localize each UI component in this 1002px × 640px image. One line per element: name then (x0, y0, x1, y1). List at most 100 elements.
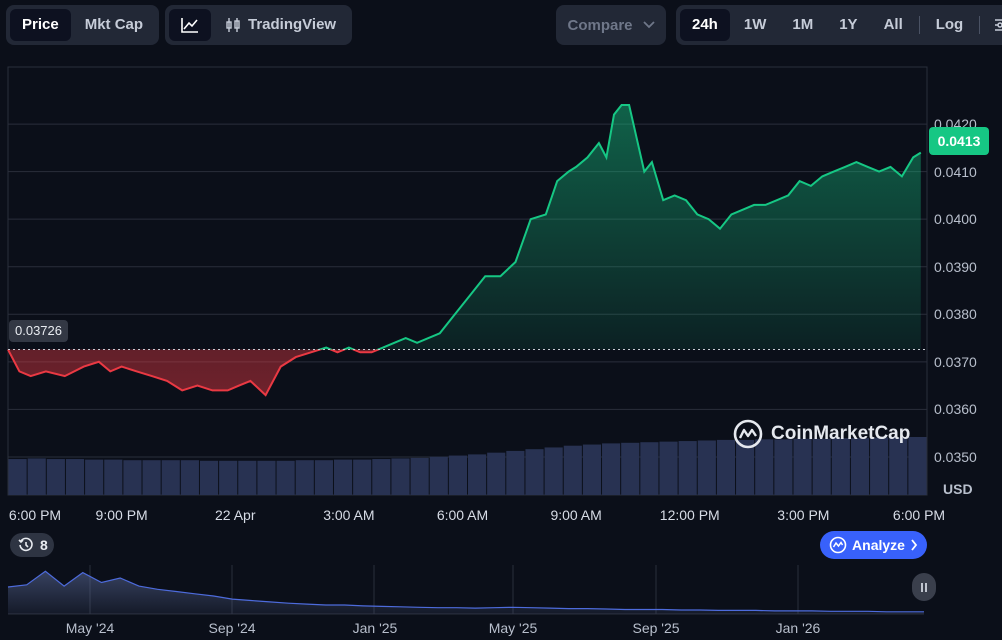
y-tick-label: 0.0350 (934, 448, 977, 465)
x-tick-label: 6:00 PM (892, 507, 946, 523)
volume-bars (8, 437, 927, 495)
volume-bar (563, 445, 582, 495)
compare-control: Compare (556, 5, 666, 45)
compare-label: Compare (567, 16, 633, 34)
log-scale-button[interactable]: Log (935, 16, 964, 33)
reference-price-tag: 0.03726 (9, 320, 68, 342)
navigator-tick-label: Jan '25 (352, 620, 398, 636)
navigator-tick-label: May '24 (65, 620, 115, 636)
plot-frame (7, 66, 928, 496)
navigator-tick-label: Sep '24 (208, 620, 256, 636)
history-icon (18, 537, 33, 552)
range-all-button[interactable]: All (883, 16, 903, 33)
y-tick-label: 0.0380 (934, 306, 977, 323)
market-cap-tab[interactable]: Mkt Cap (84, 16, 144, 33)
y-tick-label: 0.0390 (934, 258, 977, 275)
volume-bar (697, 440, 716, 495)
volume-bar (774, 439, 793, 495)
range-navigator[interactable] (7, 565, 924, 615)
price-line-up (8, 104, 922, 350)
range-1m-button[interactable]: 1M (792, 16, 814, 33)
volume-bar (276, 460, 295, 495)
volume-bar (908, 437, 927, 495)
volume-bar (659, 441, 678, 495)
volume-bar (793, 438, 812, 495)
events-badge[interactable]: 8 (10, 533, 54, 557)
events-count: 8 (40, 537, 48, 553)
analyze-button[interactable]: Analyze (820, 531, 927, 559)
chevron-right-icon (911, 539, 918, 551)
currency-label: USD (943, 481, 973, 497)
price-tab[interactable]: Price (10, 9, 71, 41)
range-1w-button[interactable]: 1W (743, 16, 767, 33)
y-tick-label: 0.0410 (934, 163, 977, 180)
sliders-icon (995, 19, 1002, 31)
volume-bar (8, 459, 27, 495)
navigator-tick-label: May '25 (488, 620, 538, 636)
range-1y-button[interactable]: 1Y (839, 16, 858, 33)
y-tick-label: 0.0370 (934, 353, 977, 370)
volume-bar (142, 460, 161, 495)
volume-bar (582, 444, 602, 495)
volume-bar (123, 460, 142, 495)
metric-toggle: Price Mkt Cap (6, 5, 160, 45)
volume-bar (199, 460, 219, 495)
coinmarketcap-watermark: CoinMarketCap (733, 419, 910, 449)
x-tick-label: 22 Apr (215, 507, 256, 523)
candlestick-icon (226, 18, 240, 32)
time-range-selector: 24h 1W 1M 1Y All Log (676, 5, 1002, 45)
volume-bar (85, 459, 104, 495)
range-24h-button[interactable]: 24h (680, 9, 730, 41)
tradingview-button[interactable]: TradingView (213, 9, 348, 41)
y-tick-label: 0.0400 (934, 211, 977, 228)
price-area-up (320, 105, 921, 350)
navigator-tick-label: Sep '25 (632, 620, 680, 636)
x-tick-label: 6:00 PM (8, 507, 62, 523)
volume-bar (736, 439, 755, 495)
navigator-tick-label: Jan '26 (775, 620, 821, 636)
volume-bar (755, 439, 774, 495)
volume-bar (27, 458, 46, 495)
compare-dropdown[interactable]: Compare (556, 5, 666, 45)
current-price-tag: 0.0413 (929, 127, 989, 155)
volume-bar (257, 460, 276, 495)
volume-bar (238, 460, 257, 495)
volume-bar (640, 442, 659, 495)
volume-bar (850, 438, 870, 495)
line-chart-icon (181, 18, 198, 33)
volume-bar (46, 459, 65, 495)
volume-bar (544, 447, 563, 495)
navigator-drag-handle[interactable] (912, 573, 936, 601)
navigator-line (7, 570, 924, 613)
x-tick-label: 9:00 PM (95, 507, 148, 523)
price-area-down (8, 349, 921, 396)
volume-bar (372, 459, 391, 495)
x-tick-label: 12:00 PM (659, 507, 720, 523)
volume-bar (161, 460, 180, 495)
volume-bar (391, 458, 410, 495)
line-chart-button[interactable] (169, 9, 211, 41)
volume-bar (468, 454, 487, 495)
chart-style-toggle: TradingView (165, 5, 353, 45)
volume-bar (333, 459, 353, 495)
volume-bar (219, 460, 238, 495)
chevron-down-icon (642, 21, 655, 29)
chart-settings-button[interactable] (984, 9, 1002, 41)
volume-bar (65, 459, 85, 495)
tradingview-label: TradingView (248, 16, 337, 33)
price-area (8, 105, 921, 396)
volume-bar (812, 438, 831, 495)
volume-bar (889, 437, 908, 495)
volume-bar (678, 441, 697, 495)
watermark-text: CoinMarketCap (771, 423, 911, 444)
volume-bar (410, 457, 429, 495)
volume-bar (429, 456, 448, 495)
volume-bar (180, 460, 199, 495)
volume-bar (525, 449, 544, 495)
y-tick-label: 0.0360 (934, 401, 977, 418)
volume-bar (487, 452, 506, 495)
volume-bar (353, 459, 372, 495)
grid-lines (7, 66, 928, 496)
volume-bar (448, 455, 467, 495)
